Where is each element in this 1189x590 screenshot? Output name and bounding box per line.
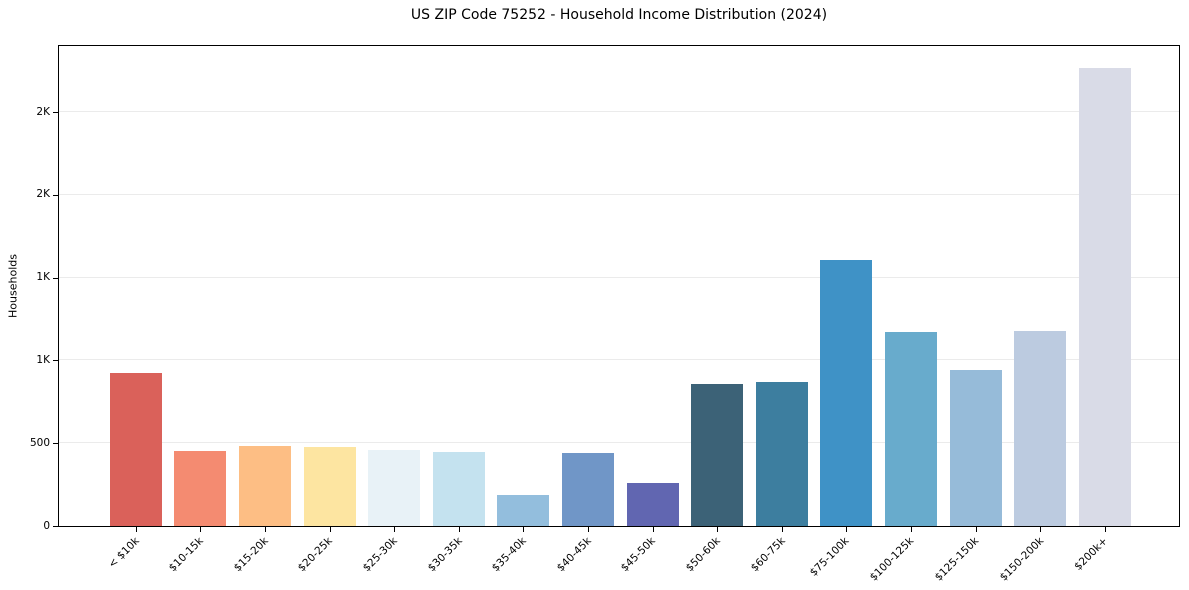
y-tick-mark — [53, 443, 58, 445]
bar — [949, 369, 1002, 526]
gridline — [59, 111, 1179, 113]
x-tick-mark — [781, 527, 783, 532]
x-tick-mark — [458, 527, 460, 532]
gridline — [59, 442, 1179, 444]
x-tick-label: $60-75k — [748, 535, 788, 575]
bar — [497, 495, 550, 526]
chart-title: US ZIP Code 75252 - Household Income Dis… — [410, 7, 828, 23]
x-tick-label: $20-25k — [296, 535, 336, 575]
x-tick-label: < $10k — [105, 535, 142, 571]
x-tick-label: $200k+ — [1072, 535, 1111, 573]
x-tick-mark — [265, 527, 266, 532]
y-tick-mark — [53, 112, 58, 114]
y-tick-label: 2K — [36, 188, 50, 201]
y-tick-label: 0 — [43, 519, 50, 532]
x-tick-mark — [200, 527, 202, 532]
y-tick-mark — [53, 360, 58, 362]
bar — [109, 372, 162, 526]
x-tick-mark — [135, 527, 137, 532]
y-tick-label: 1K — [36, 353, 50, 366]
bar — [303, 446, 356, 526]
x-tick-mark — [975, 527, 977, 532]
x-tick-mark — [329, 527, 331, 532]
x-tick-label: $25-30k — [360, 535, 400, 575]
x-tick-mark — [523, 527, 525, 532]
x-tick-label: $75-100k — [808, 535, 852, 579]
x-tick-label: $45-50k — [619, 535, 659, 575]
x-tick-label: $125-150k — [932, 535, 982, 584]
gridline — [59, 359, 1179, 361]
gridline — [59, 276, 1179, 278]
x-tick-label: $30-35k — [425, 535, 465, 575]
x-tick-label: $100-125k — [867, 535, 917, 584]
x-tick-label: $150-200k — [997, 535, 1046, 584]
x-tick-label: $40-45k — [554, 535, 594, 575]
bar — [885, 331, 937, 526]
bar — [1078, 68, 1131, 526]
bar — [239, 446, 291, 526]
x-tick-label: $35-40k — [489, 535, 529, 575]
x-tick-mark — [717, 527, 719, 532]
gridline — [59, 193, 1179, 195]
y-axis-label: Households — [6, 254, 20, 318]
y-tick-mark — [53, 277, 58, 279]
bar — [626, 483, 679, 526]
x-tick-mark — [652, 527, 654, 532]
y-tick-mark — [53, 526, 58, 527]
x-tick-mark — [846, 527, 848, 532]
x-tick-label: $50-60k — [683, 535, 723, 575]
x-tick-mark — [911, 527, 912, 532]
x-tick-mark — [1040, 527, 1042, 532]
x-tick-mark — [588, 527, 589, 532]
bar — [691, 383, 744, 526]
bar — [562, 453, 614, 526]
bar — [755, 382, 808, 526]
y-tick-label: 500 — [29, 436, 50, 449]
bar — [1014, 330, 1067, 526]
x-tick-mark — [394, 527, 396, 532]
bar — [368, 450, 421, 526]
bar — [432, 452, 485, 526]
x-tick-label: $10-15k — [166, 535, 206, 575]
y-tick-label: 1K — [36, 271, 50, 284]
plot-area — [58, 45, 1180, 527]
y-tick-mark — [53, 194, 58, 196]
bar — [174, 451, 227, 526]
x-tick-mark — [1104, 527, 1106, 532]
bar — [820, 260, 873, 526]
y-tick-label: 2K — [36, 105, 50, 118]
x-tick-label: $15-20k — [231, 535, 271, 575]
